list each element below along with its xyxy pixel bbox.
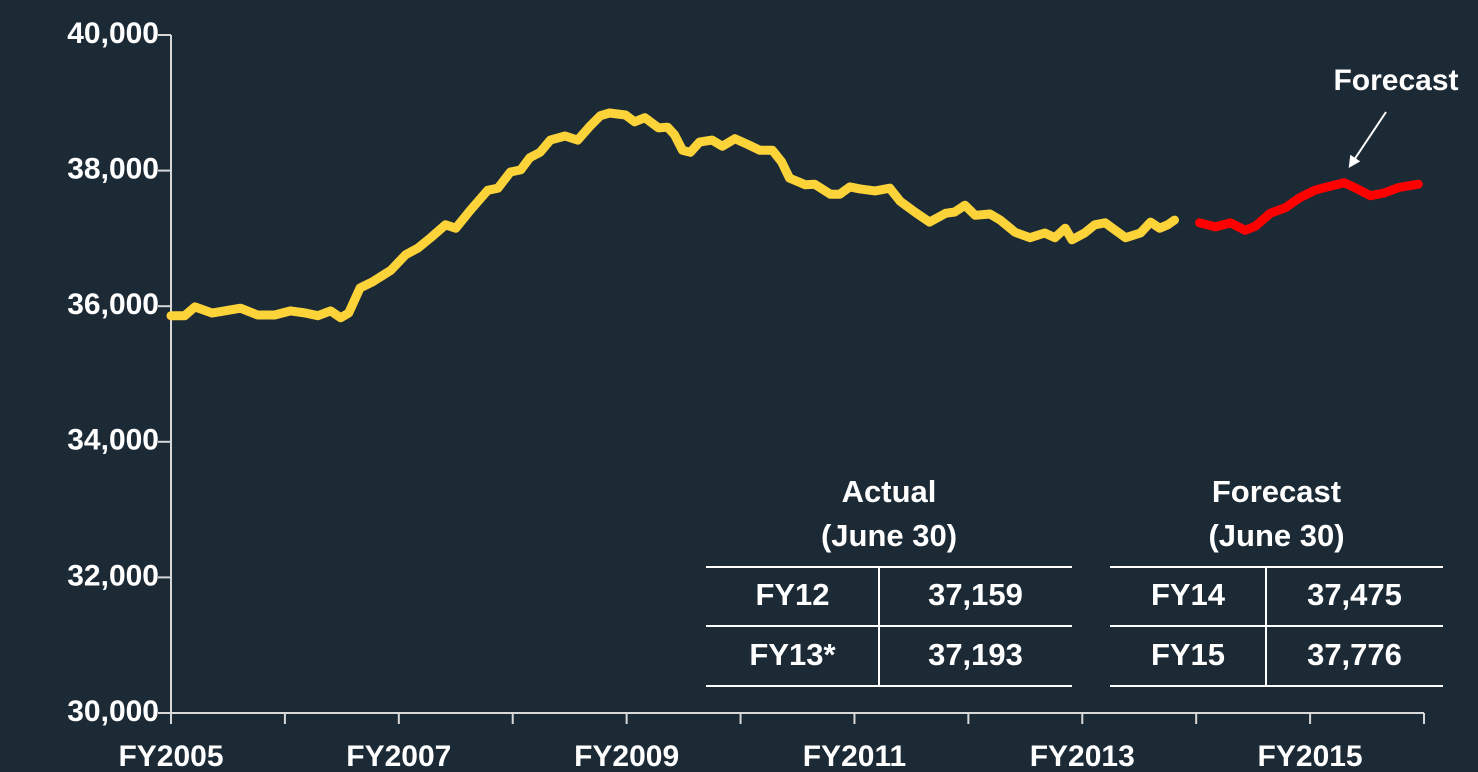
x-tick-label: FY2011 — [803, 740, 906, 772]
table-cell: 37,475 — [1307, 577, 1402, 612]
annotation: Forecast — [1333, 64, 1458, 97]
y-tick-label: 40,000 — [67, 17, 159, 50]
table-cell: 37,159 — [928, 577, 1023, 612]
y-tick-label: 30,000 — [67, 695, 159, 728]
y-tick-label: 34,000 — [67, 424, 159, 457]
table-title: (June 30) — [1208, 518, 1344, 553]
x-tick-label: FY2013 — [1030, 740, 1135, 772]
table-cell: FY12 — [755, 577, 829, 612]
line — [1195, 178, 1423, 235]
table-cell: FY15 — [1151, 637, 1225, 672]
table-cell: FY14 — [1151, 577, 1226, 612]
x-tick-label: FY2005 — [118, 740, 223, 772]
table-title: Forecast — [1212, 474, 1341, 509]
table-cell: 37,776 — [1307, 637, 1402, 672]
table-title: Actual — [842, 474, 937, 509]
x-tick-label: FY2007 — [346, 740, 451, 772]
table-cell: 37,193 — [928, 637, 1023, 672]
y-tick-label: 32,000 — [67, 559, 159, 592]
annotation-arrow — [1348, 111, 1387, 168]
line — [166, 108, 1179, 323]
y-tick-label: 38,000 — [67, 153, 159, 186]
y-tick-label: 36,000 — [67, 288, 159, 321]
x-tick-label: FY2015 — [1258, 740, 1363, 772]
x-tick-label: FY2009 — [574, 740, 679, 772]
table-cell: FY13* — [749, 637, 836, 672]
table-title: (June 30) — [821, 518, 957, 553]
